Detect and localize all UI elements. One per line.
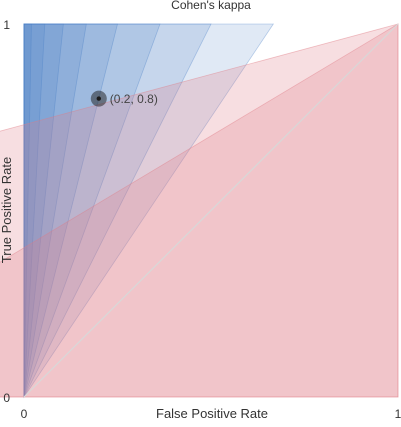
x-tick-label-max: 1 <box>395 407 401 421</box>
data-point[interactable] <box>90 90 107 107</box>
positive-kappa-band-5 <box>23 23 87 398</box>
diagonal-line <box>23 23 399 398</box>
positive-kappa-band-8 <box>23 23 32 398</box>
positive-kappa-band-1 <box>23 23 275 399</box>
negative-kappa-band-1 <box>0 23 399 398</box>
positive-kappa-band-4 <box>23 23 119 398</box>
positive-kappa-band-2 <box>23 23 212 398</box>
y-tick-label-min: 0 <box>3 391 10 405</box>
chart-title: Cohen's kappa <box>171 0 251 12</box>
negative-kappa-band-2 <box>0 23 399 398</box>
data-point-dot[interactable] <box>96 96 102 101</box>
contour-bands <box>0 23 399 399</box>
positive-kappa-band-6 <box>23 23 64 398</box>
data-point-label: (0.2, 0.8) <box>110 92 158 106</box>
x-tick-label-min: 0 <box>21 407 28 421</box>
y-tick-label-max: 1 <box>3 18 10 32</box>
y-axis-label: True Positive Rate <box>0 157 14 263</box>
positive-kappa-band-7 <box>23 23 46 398</box>
x-axis-label: False Positive Rate <box>156 406 268 421</box>
positive-kappa-band-3 <box>23 23 161 398</box>
